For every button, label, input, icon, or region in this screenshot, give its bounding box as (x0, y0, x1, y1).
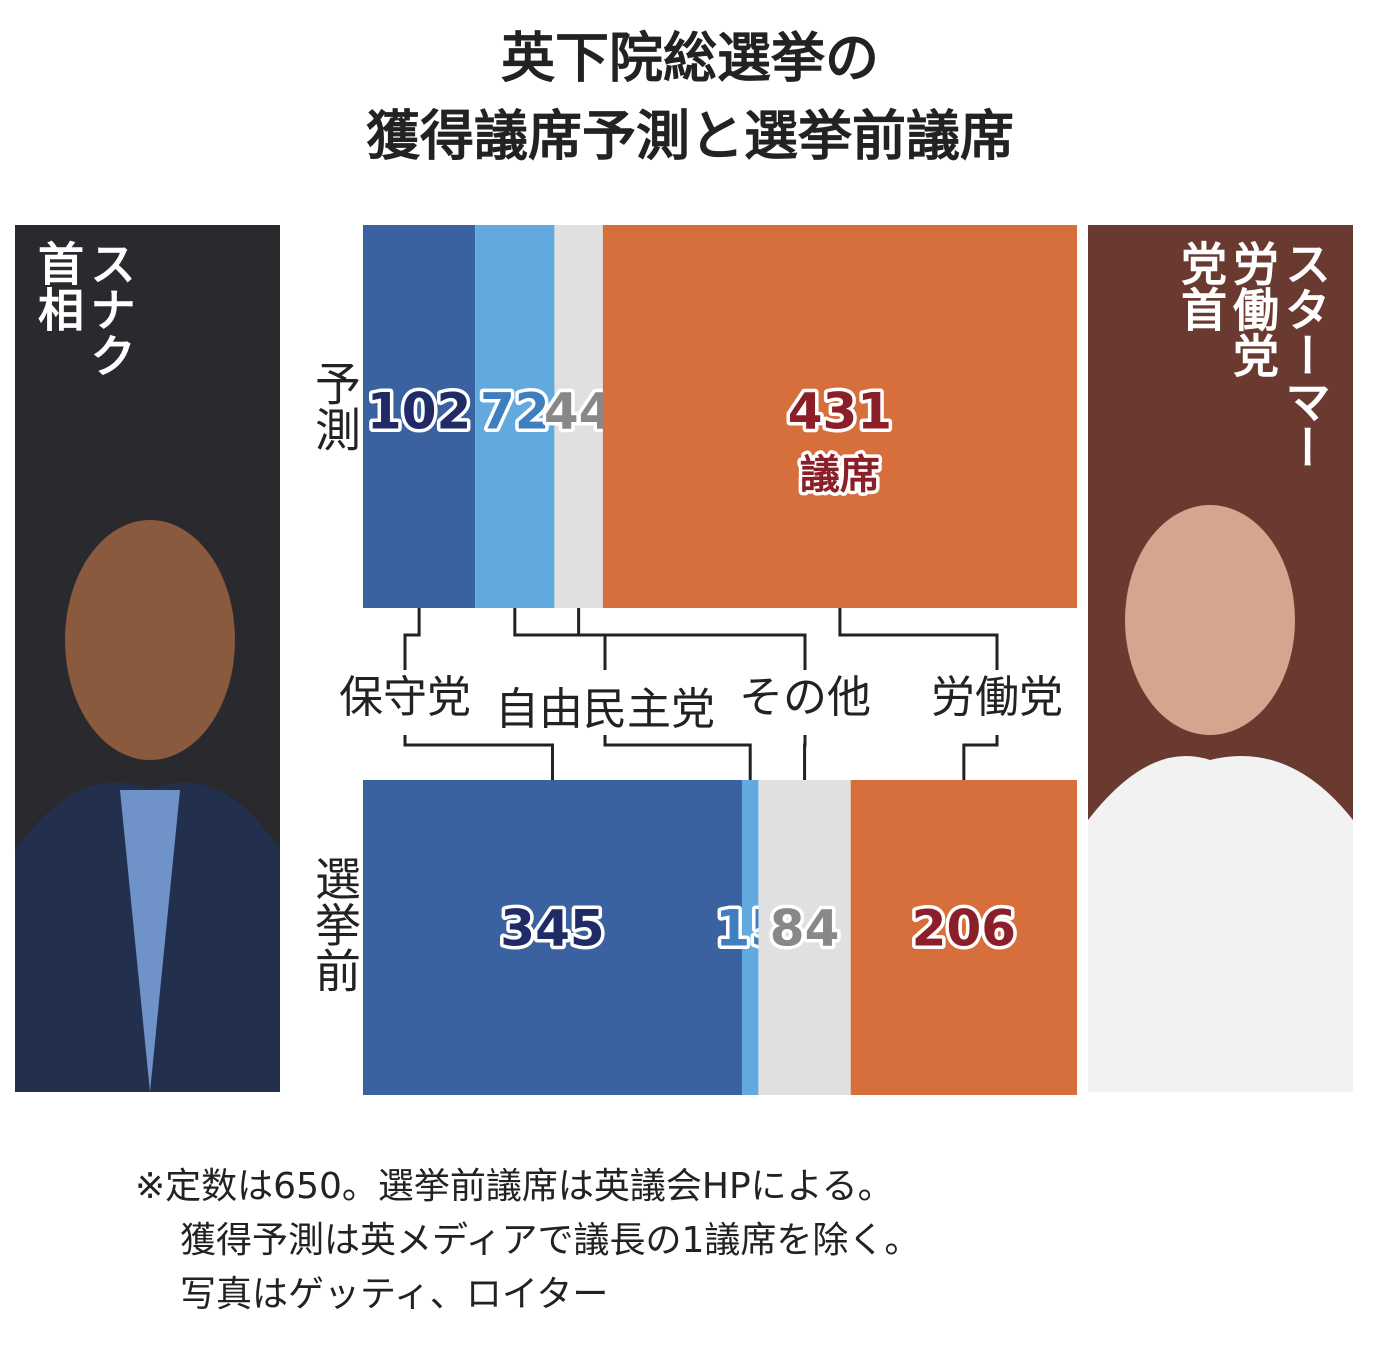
bar-segment (554, 225, 603, 608)
caption-line: 首相 (31, 240, 85, 332)
value-label: 102 (367, 383, 471, 441)
legend-bg (733, 672, 877, 723)
unit-label: 議席 (800, 452, 880, 498)
legend-label: 労働党 (931, 672, 1063, 723)
connector (962, 735, 999, 780)
bar-segment (363, 780, 742, 1095)
caption-left: スナク 首相 (31, 240, 137, 378)
value-label: 206 (912, 900, 1016, 958)
caption-line: スターマー (1278, 240, 1332, 470)
title-line: 英下院総選挙の (501, 27, 879, 90)
connector (838, 608, 999, 670)
legend-label: 保守党 (339, 672, 471, 723)
photo-tie (120, 790, 180, 1092)
legend-label: 自由民主党 (495, 684, 715, 735)
bar-segment (363, 225, 476, 608)
footnote-line: 獲得予測は英メディアで議長の1議席を除く。 (180, 1220, 920, 1261)
connector (513, 608, 607, 670)
connector (577, 608, 807, 670)
bar-segment (758, 780, 851, 1095)
footnote-line: ※定数は650。選挙前議席は英議会HPによる。 (135, 1166, 894, 1207)
connector (403, 608, 421, 670)
footnote-line: 写真はゲッティ、ロイター (180, 1274, 608, 1315)
bar-segment (475, 225, 555, 608)
photo-face (1125, 505, 1295, 735)
legend-bg (489, 684, 721, 735)
connector (603, 735, 752, 780)
title-line: 獲得議席予測と選挙前議席 (366, 105, 1014, 168)
legend-bg (925, 672, 1069, 723)
caption-line: 党首 (1174, 240, 1228, 332)
bar-segment (741, 780, 759, 1095)
caption-line: 労働党 (1226, 240, 1280, 378)
photo-face (65, 520, 235, 760)
legend-bg (333, 672, 477, 723)
row-label: 選挙前 (308, 855, 362, 993)
bar-segment (602, 225, 1077, 608)
value-label: 431 (788, 383, 892, 441)
bar-segment (850, 780, 1077, 1095)
value-label: 72 (480, 383, 550, 441)
value-label: 345 (500, 900, 604, 958)
connector (403, 735, 554, 780)
value-label: 84 (770, 900, 840, 958)
caption-right: スターマー 労働党 党首 (1174, 240, 1332, 470)
row-label: 予測 (308, 360, 362, 452)
legend-label: その他 (739, 672, 871, 723)
photo-shirt (1088, 756, 1353, 1092)
caption-line: スナク (83, 240, 137, 378)
